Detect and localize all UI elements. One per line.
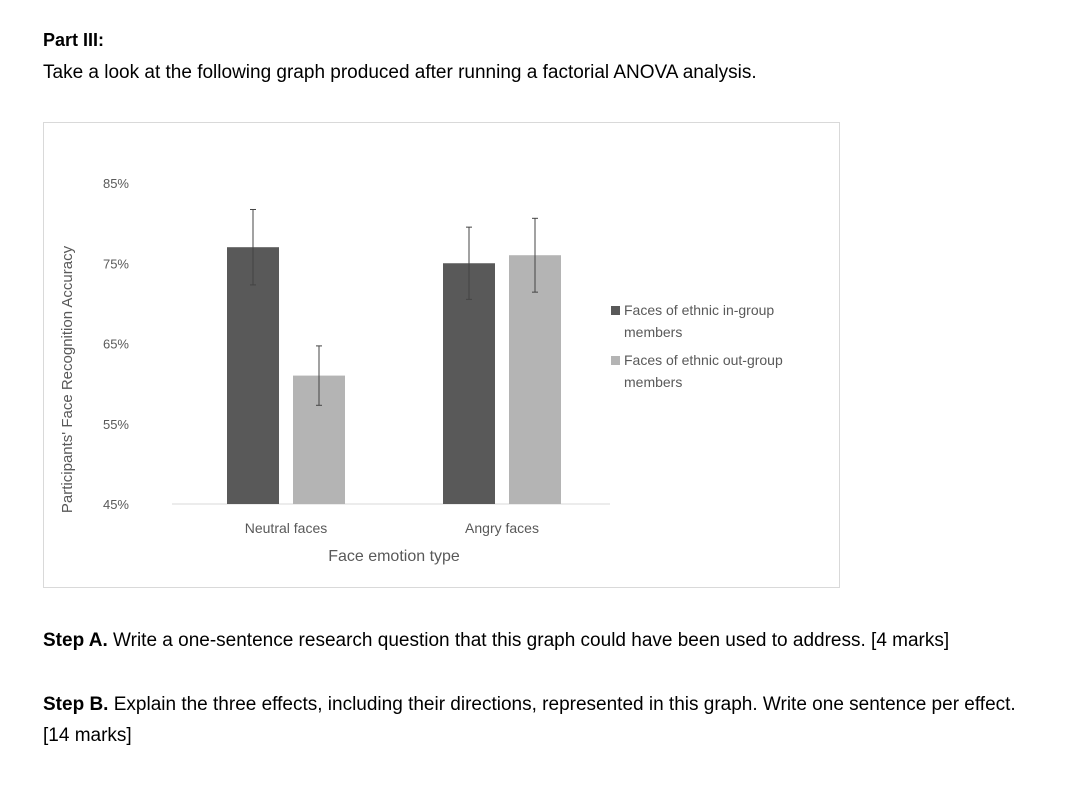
y-axis-title: Participants' Face Recognition Accuracy <box>59 245 76 513</box>
x-axis-title: Face emotion type <box>328 548 460 565</box>
part-heading: Part III: <box>43 30 105 50</box>
y-tick-label: 55% <box>103 417 129 432</box>
x-tick-label: Angry faces <box>465 520 539 536</box>
step-b: Step B. Explain the three effects, inclu… <box>43 689 1033 751</box>
chart-figure: 45% 55% 65% 75% 85% Participants' Face Recogn… <box>43 122 840 588</box>
legend-swatch <box>611 356 620 365</box>
x-tick-label: Neutral faces <box>245 520 327 536</box>
bar <box>509 255 561 504</box>
step-a-label: Step A. <box>43 630 108 651</box>
step-a-text: Write a one-sentence research question t… <box>107 630 950 651</box>
legend-swatch <box>611 306 620 315</box>
bar <box>227 247 279 504</box>
legend-label: members <box>624 324 682 340</box>
legend-label: members <box>624 374 682 390</box>
bar <box>443 263 495 504</box>
legend-label: Faces of ethnic out-group <box>624 352 783 368</box>
y-tick-label: 45% <box>103 497 129 512</box>
y-tick-label: 75% <box>103 256 129 271</box>
y-tick-label: 65% <box>103 337 129 352</box>
step-b-label: Step B. <box>43 694 109 715</box>
y-tick-label: 85% <box>103 176 129 191</box>
step-b-text: Explain the three effects, including the… <box>43 694 1016 746</box>
legend-label: Faces of ethnic in-group <box>624 302 774 318</box>
step-a: Step A. Write a one-sentence research qu… <box>43 625 1033 656</box>
bar-chart: 45% 55% 65% 75% 85% Participants' Face Recogn… <box>59 176 783 565</box>
intro-text: Take a look at the following graph produ… <box>43 62 757 83</box>
